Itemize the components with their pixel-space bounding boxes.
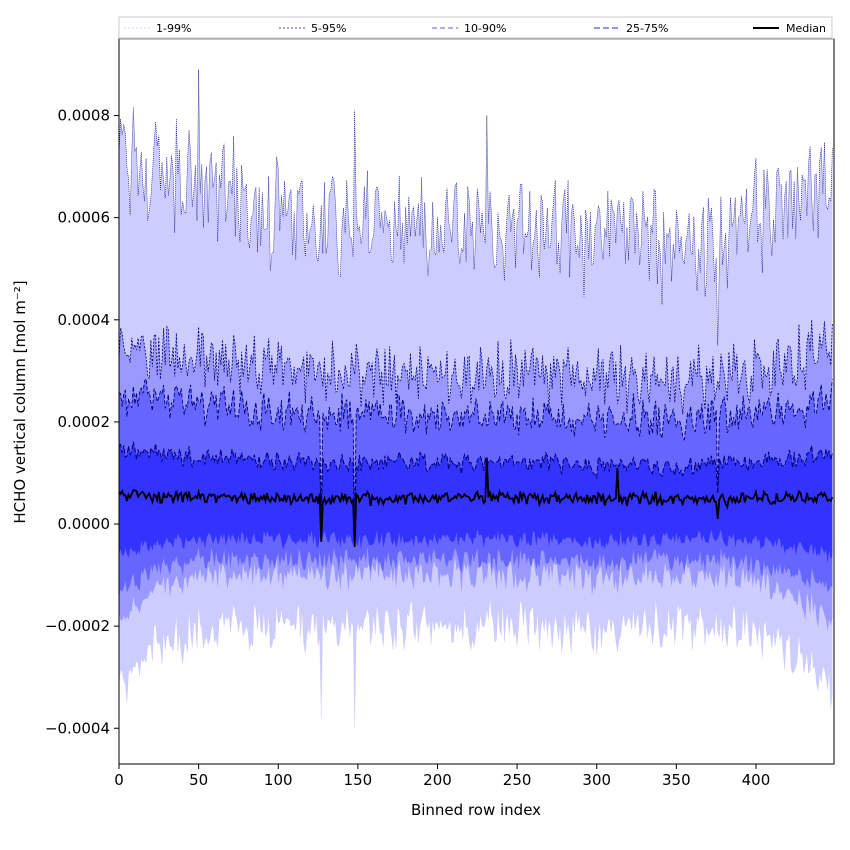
median-line [119,457,834,548]
x-tick-label: 0 [114,771,124,789]
y-tick-label: −0.0002 [45,617,110,635]
legend-label: 10-90% [464,22,506,35]
y-axis-label: HCHO vertical column [mol m⁻²] [11,280,29,523]
x-tick-label: 100 [264,771,293,789]
y-tick-label: 0.0004 [58,311,111,329]
x-axis-label: Binned row index [411,801,541,819]
y-tick-label: 0.0000 [58,515,111,533]
y-tick-label: 0.0008 [58,107,111,125]
legend-item: 10-90% [432,22,506,35]
line-95 [119,319,833,415]
x-axis: 0 50 100 150 200 250 300 350 400 [114,764,770,789]
legend-label: 1-99% [156,22,191,35]
x-tick-label: 150 [344,771,373,789]
legend-item: 1-99% [124,22,191,35]
y-tick-label: −0.0004 [45,719,110,737]
line-99 [119,69,833,346]
legend: 1-99% 5-95% 10-90% 25-75% Median [118,16,834,40]
line-75 [119,441,833,522]
legend-item: 5-95% [279,22,346,35]
percentile-lines [119,69,834,729]
line-90 [119,377,833,522]
band-25-75 [119,441,833,564]
legend-label: 5-95% [311,22,346,35]
x-tick-label: 350 [662,771,691,789]
x-tick-label: 250 [503,771,532,789]
legend-label: 25-75% [626,22,668,35]
x-tick-label: 200 [423,771,452,789]
legend-item: Median [753,22,826,35]
y-tick-label: 0.0006 [58,209,111,227]
x-tick-label: 400 [742,771,771,789]
y-tick-label: 0.0002 [58,413,111,431]
x-tick-label: 50 [189,771,208,789]
legend-item: 25-75% [594,22,668,35]
legend-box [118,16,833,39]
x-tick-label: 300 [582,771,611,789]
legend-label: Median [786,22,826,35]
y-axis: −0.0004 −0.0002 0.0000 0.0002 0.0004 0.0006 0.… [45,107,119,737]
